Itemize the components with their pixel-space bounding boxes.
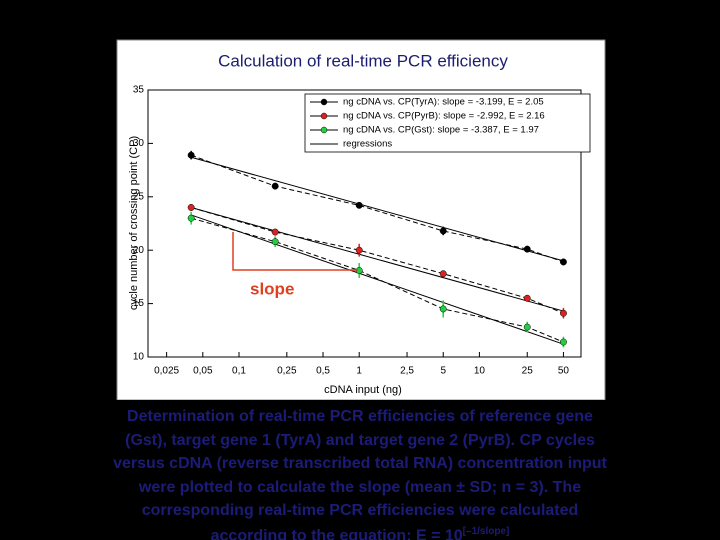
caption-text: were plotted to calculate the slope (mea…	[138, 478, 582, 496]
x-tick-label: 25	[522, 366, 534, 377]
series-line	[191, 207, 564, 314]
caption-line: (Gst), target gene 1 (TyrA) and target g…	[0, 432, 720, 450]
x-tick-label: 50	[558, 366, 570, 377]
data-point	[559, 258, 567, 266]
x-tick-label: 0,025	[154, 366, 179, 377]
series-line	[191, 217, 564, 343]
x-tick-label: 5	[440, 366, 446, 377]
data-point	[355, 246, 363, 254]
caption-text: according to the equation: E = 10	[210, 526, 463, 540]
legend-label: regressions	[343, 139, 392, 150]
regression-line	[191, 206, 564, 312]
legend-marker	[320, 126, 328, 134]
data-point	[523, 294, 531, 302]
legend-box	[304, 93, 591, 153]
y-tick-label: 10	[133, 352, 145, 363]
x-tick-label: 0,1	[232, 366, 246, 377]
y-tick-label: 20	[133, 245, 145, 256]
caption-line: Determination of real-time PCR efficienc…	[0, 408, 720, 426]
legend-label: ng cDNA vs. CP(Gst): slope = -3.387, E =…	[343, 125, 539, 136]
x-tick-label: 1	[356, 366, 362, 377]
caption-text: versus cDNA (reverse transcribed total R…	[113, 455, 607, 472]
x-axis-label: cDNA input (ng)	[324, 384, 402, 396]
data-point	[271, 182, 279, 190]
y-tick-label: 35	[133, 85, 145, 96]
data-point	[523, 323, 531, 331]
caption-text: corresponding real-time PCR efficiencies…	[141, 502, 579, 519]
annotation-bracket	[232, 232, 358, 271]
x-tick-label: 10	[474, 366, 486, 377]
caption-text: Determination of real-time PCR efficienc…	[127, 408, 593, 425]
data-point	[271, 238, 279, 246]
annotation: slope	[250, 279, 294, 298]
y-tick-label: 15	[133, 298, 145, 309]
data-point	[355, 201, 363, 209]
chart: Calculation of real-time PCR efficiency …	[116, 39, 606, 400]
x-tick-label: 0,25	[277, 366, 297, 377]
data-point	[439, 305, 447, 313]
y-tick-label: 25	[133, 191, 145, 202]
data-point	[559, 338, 567, 346]
legend-marker	[320, 112, 328, 120]
plot-frame	[147, 89, 582, 358]
caption-superscript: [–1/slope]	[462, 525, 510, 537]
data-point	[271, 228, 279, 236]
caption-line: versus cDNA (reverse transcribed total R…	[0, 455, 720, 473]
chart-title: Calculation of real-time PCR efficiency	[218, 51, 508, 70]
caption-line: corresponding real-time PCR efficiencies…	[0, 502, 720, 520]
legend-label: ng cDNA vs. CP(PyrB): slope = -2.992, E …	[343, 111, 545, 122]
x-tick-label: 0,5	[316, 366, 330, 377]
caption-line: were plotted to calculate the slope (mea…	[0, 479, 720, 497]
legend-label: ng cDNA vs. CP(TyrA): slope = -3.199, E …	[343, 97, 544, 108]
regression-line	[190, 214, 564, 345]
series-line	[190, 154, 564, 263]
x-tick-label: 2,5	[400, 366, 414, 377]
caption-line: according to the equation: E = 10[–1/slo…	[0, 526, 720, 540]
data-point	[187, 151, 195, 159]
data-point	[439, 270, 447, 278]
data-point	[559, 309, 567, 317]
data-point	[187, 214, 195, 222]
x-tick-label: 0,05	[193, 366, 213, 377]
data-point	[187, 204, 195, 211]
caption-text: (Gst), target gene 1 (TyrA) and target g…	[125, 431, 595, 449]
data-point	[523, 245, 531, 253]
y-axis-label: cycle number of crossing point (CP)	[128, 136, 140, 310]
data-point	[439, 227, 447, 235]
y-tick-label: 30	[133, 138, 145, 149]
legend-marker	[320, 98, 328, 106]
